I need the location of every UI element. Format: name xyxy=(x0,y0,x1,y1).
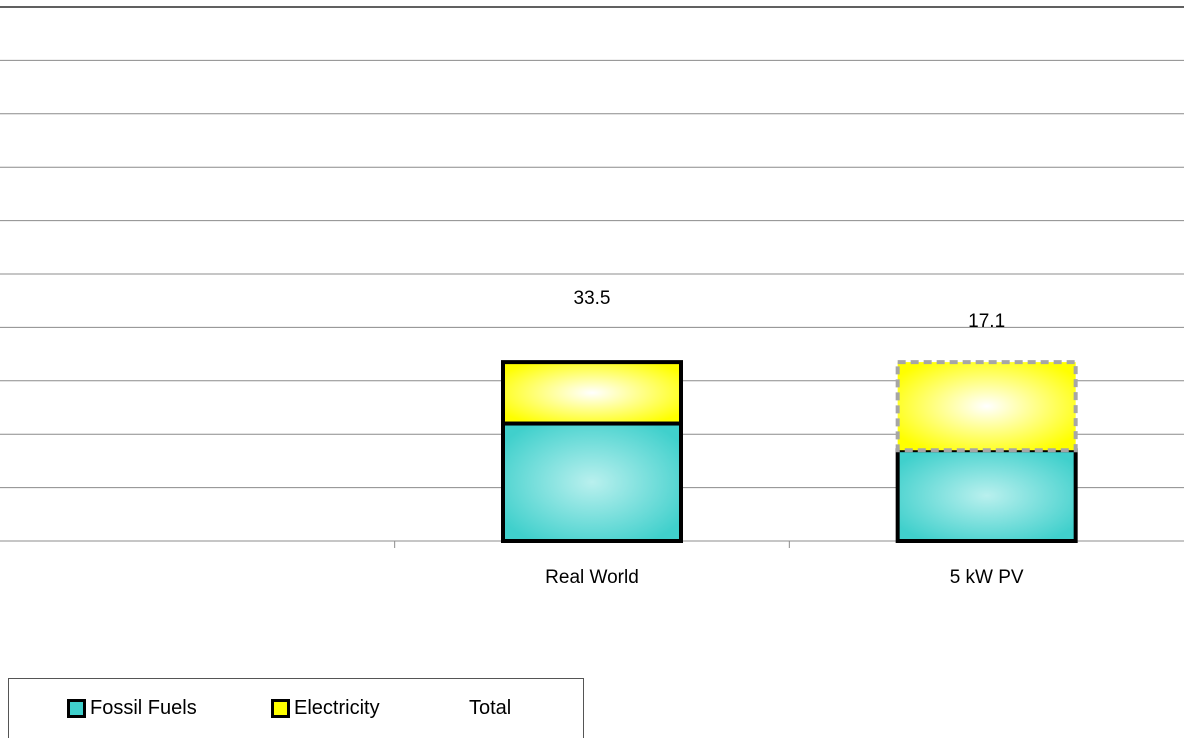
x-tick-label: 5 kW PV xyxy=(950,567,1024,588)
legend-label-fossil-fuels: Fossil Fuels xyxy=(90,697,197,719)
bar-segment-electricity xyxy=(895,360,1078,453)
x-tick-label: Real World xyxy=(545,567,639,588)
gridlines xyxy=(0,6,1184,489)
chart: Real World 5 kW PV 33.5 17.1 xyxy=(0,6,1184,588)
legend: Fossil Fuels Electricity Total xyxy=(8,678,584,738)
bar-segment-electricity xyxy=(501,360,683,426)
bar-segment-fossil-fuels xyxy=(895,448,1078,543)
bar-segment-fossil-fuels xyxy=(501,421,683,543)
legend-item-fossil-fuels: Fossil Fuels xyxy=(67,697,197,720)
legend-label-total: Total xyxy=(469,697,512,719)
legend-label-electricity: Electricity xyxy=(294,697,380,719)
data-labels: Real World 5 kW PV 33.5 17.1 xyxy=(545,288,1024,588)
data-label-total: 17.1 xyxy=(968,311,1005,332)
legend-swatch-electricity xyxy=(271,699,290,718)
legend-item-total: Total xyxy=(469,697,511,720)
legend-item-electricity: Electricity xyxy=(271,697,380,720)
bars xyxy=(501,360,1078,543)
data-label-total: 33.5 xyxy=(574,288,611,309)
legend-swatch-fossil-fuels xyxy=(67,699,86,718)
